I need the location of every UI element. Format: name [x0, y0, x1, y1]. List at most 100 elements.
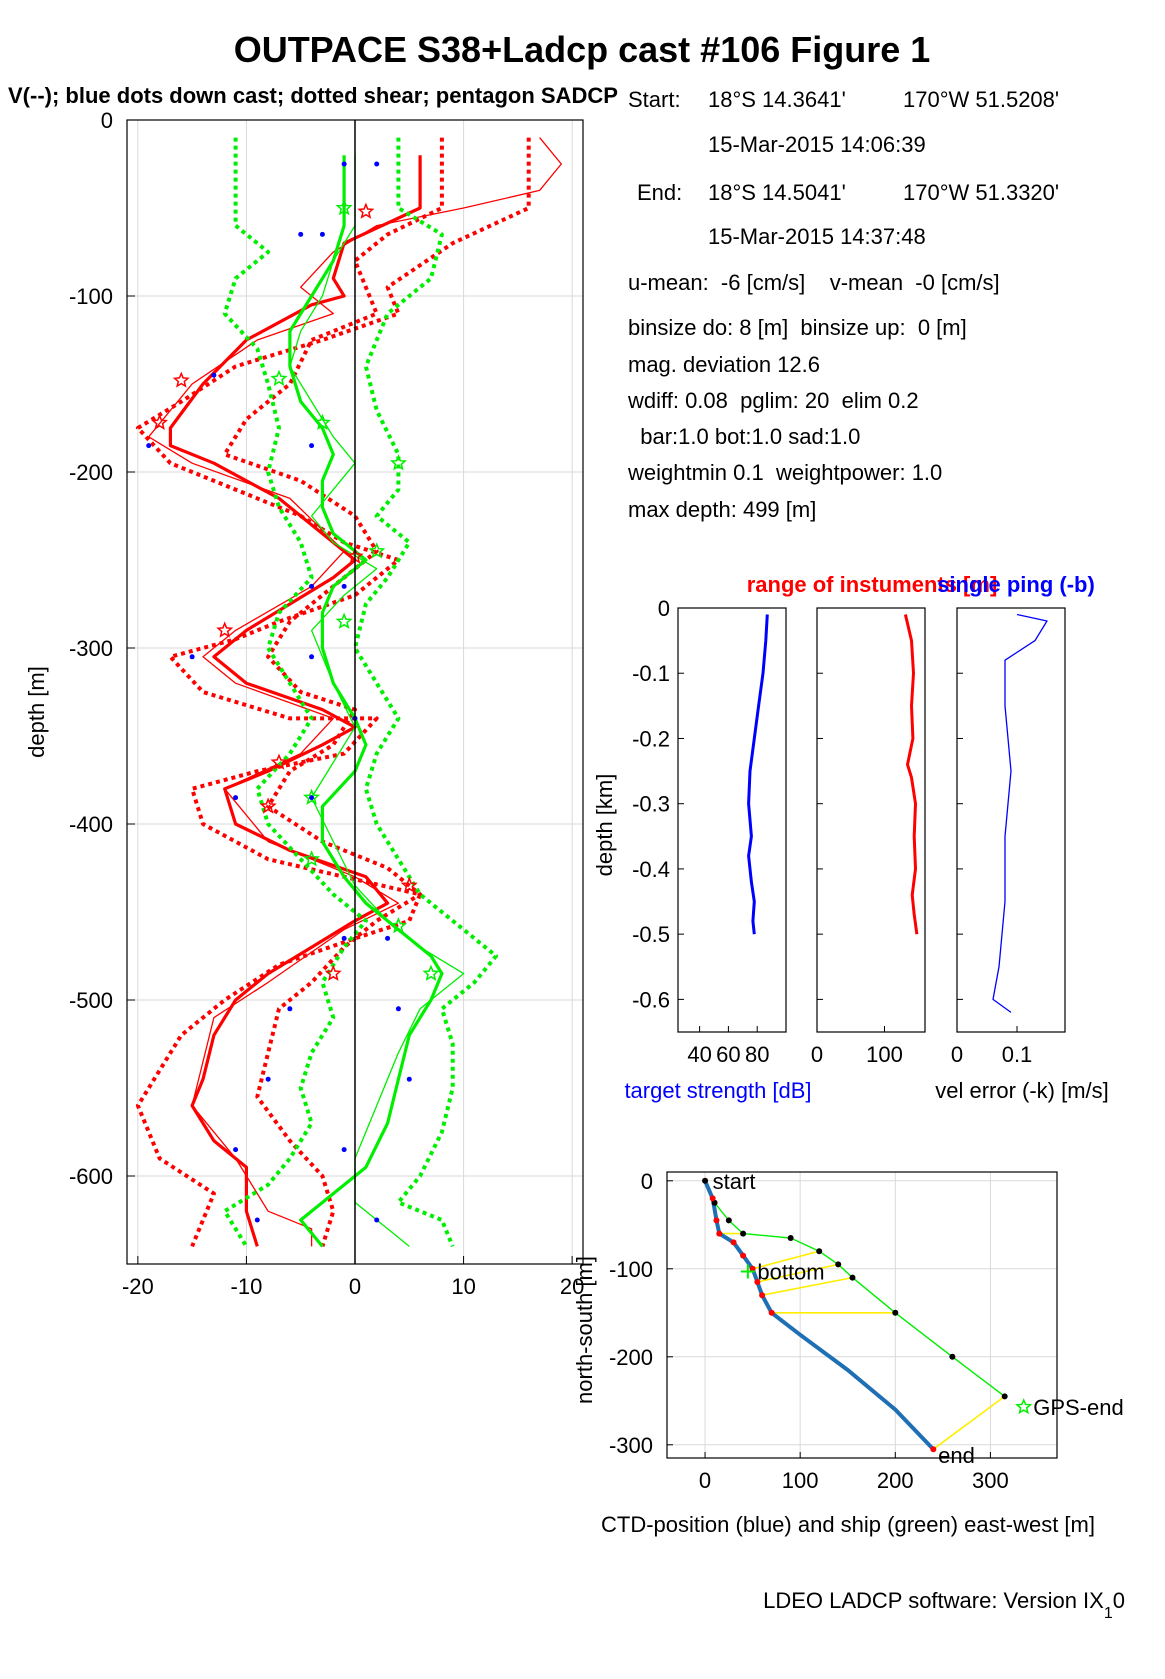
ship-fix	[787, 1235, 794, 1241]
downcast-dot	[309, 583, 315, 589]
position-xlabel: CTD-position (blue) and ship (green) eas…	[601, 1512, 1095, 1537]
ship-fix	[740, 1230, 747, 1237]
wdiff: wdiff: 0.08 pglim: 20 elim 0.2	[628, 388, 919, 413]
end-marker	[930, 1446, 937, 1453]
series-green-dotted-7	[353, 137, 499, 1248]
y-tick-label: -200	[69, 460, 113, 485]
target-strength-panel: 40 60 80 0 -0.1 -0.2 -0.3 -0.4 -0.5 -0.6	[632, 596, 787, 1067]
y-tick-label: -0.2	[632, 726, 670, 751]
axes-frame	[816, 607, 926, 1033]
sadcp-marker-red	[400, 876, 418, 893]
ctd-fix	[730, 1239, 737, 1246]
y-tick-label: -200	[609, 1345, 653, 1370]
position-panel: start bottom GPS-end end 0 100 200 300 0 -100 -200…	[609, 1169, 1124, 1493]
binsize: binsize do: 8 [m] binsize up: 0 [m]	[628, 315, 967, 340]
sadcp-marker-red	[270, 753, 288, 770]
ctd-fix	[749, 1265, 756, 1272]
sadcp-marker-green	[335, 199, 353, 216]
ctd-fix	[759, 1292, 766, 1299]
x-tick-label: 0	[349, 1274, 361, 1299]
figure-title: OUTPACE S38+Ladcp cast #106 Figure 1	[234, 29, 931, 70]
sadcp-marker-green	[389, 454, 407, 471]
downcast-dot	[341, 1147, 347, 1153]
end-label: end	[938, 1443, 975, 1468]
ctd-ship-link	[752, 1250, 820, 1270]
series-blue-0	[747, 614, 769, 935]
series-red-thick-0	[168, 155, 422, 1247]
ship-fix	[849, 1274, 856, 1281]
x-tick-label: -20	[122, 1274, 154, 1299]
single-ping-title: single ping (-b)	[937, 572, 1095, 597]
end-lon: 170°W 51.3320'	[903, 180, 1060, 205]
target-strength-xlabel: target strength [dB]	[624, 1078, 811, 1103]
means: u-mean: -6 [cm/s] v-mean -0 [cm/s]	[628, 270, 1000, 295]
ship-fix	[1001, 1393, 1008, 1400]
x-tick-label: 0	[699, 1468, 711, 1493]
small-panels-ylabel: depth [km]	[592, 774, 617, 877]
vel-error-xlabel: vel error (-k) [m/s]	[935, 1078, 1109, 1103]
downcast-dot	[395, 1006, 401, 1012]
downcast-dot	[287, 1006, 293, 1012]
downcast-dot	[298, 231, 304, 237]
y-tick-label: -300	[609, 1433, 653, 1458]
downcast-dot	[341, 161, 347, 167]
series-red-thin-1	[148, 137, 562, 1247]
x-tick-label: 40	[687, 1042, 711, 1067]
sadcp-marker-green	[303, 850, 321, 867]
ctd-ship-link	[757, 1263, 839, 1283]
series-blue-0	[992, 613, 1048, 1013]
x-tick-label: 300	[972, 1468, 1009, 1493]
y-tick-label: -0.3	[632, 792, 670, 817]
software-version: LDEO LADCP software: Version IX10	[763, 1588, 1125, 1622]
ship-fix	[949, 1353, 956, 1360]
sadcp-marker-green	[368, 542, 386, 559]
sadcp-marker-green	[422, 964, 440, 981]
ship-fix	[892, 1309, 899, 1316]
vel-error-panel: 0 0.1	[951, 607, 1066, 1067]
end-time: 15-Mar-2015 14:37:48	[708, 224, 926, 249]
velocity-markers	[146, 161, 440, 1223]
range-panel: 0 100	[811, 607, 926, 1067]
velocity-ylabel: depth [m]	[24, 666, 49, 758]
y-tick-label: 0	[658, 596, 670, 621]
velocity-series	[135, 137, 562, 1248]
ship-track	[704, 1180, 1006, 1397]
axes-frame	[677, 607, 787, 1033]
end-lat: 18°S 14.5041'	[708, 180, 846, 205]
range-title: range of instuments [m]	[747, 572, 998, 597]
axes-frame	[666, 1171, 1058, 1459]
downcast-dot	[319, 231, 325, 237]
x-tick-label: 60	[716, 1042, 740, 1067]
mag-deviation: mag. deviation 12.6	[628, 352, 821, 377]
ctd-fix	[740, 1252, 747, 1259]
downcast-dot	[341, 583, 347, 589]
downcast-dot	[211, 372, 217, 378]
x-tick-label: 0	[951, 1042, 963, 1067]
figure-subtitle: V(--); blue dots down cast; dotted shear…	[8, 83, 618, 108]
series-red-dotted-2	[135, 137, 531, 1248]
ship-fix	[835, 1261, 842, 1268]
y-tick-label: -0.6	[632, 987, 670, 1012]
downcast-dot	[385, 935, 391, 941]
downcast-dot	[374, 161, 380, 167]
x-tick-label: 200	[877, 1468, 914, 1493]
downcast-dot	[254, 1217, 260, 1223]
y-tick-label: 0	[101, 108, 113, 133]
bottom-marker	[740, 1264, 755, 1279]
end-label: End:	[637, 180, 683, 205]
y-tick-label: -0.4	[632, 857, 670, 882]
y-tick-label: -100	[69, 284, 113, 309]
ship-fix	[725, 1217, 732, 1224]
downcast-dot	[341, 935, 347, 941]
y-tick-label: -100	[609, 1257, 653, 1282]
sadcp-marker-red	[357, 202, 375, 219]
y-tick-label: -600	[69, 1164, 113, 1189]
sadcp-marker-green	[303, 788, 321, 805]
ctd-ship-link	[761, 1276, 853, 1296]
velocity-axes: -20 -10 0 10 200-100-200-300-400-500-600	[69, 108, 584, 1299]
sadcp-marker-red	[216, 621, 234, 638]
x-tick-label: 10	[451, 1274, 475, 1299]
ctd-ship-link	[932, 1395, 1006, 1450]
weight: weightmin 0.1 weightpower: 1.0	[628, 460, 943, 485]
